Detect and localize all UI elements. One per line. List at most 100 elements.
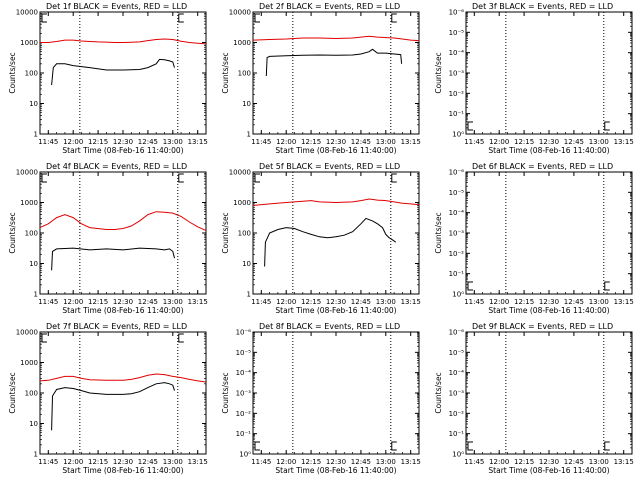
bracket-marker: [391, 13, 397, 23]
plot-frame: [465, 11, 633, 135]
x-tick-label: 12:15: [301, 458, 321, 466]
x-tick-label: 12:45: [564, 138, 584, 146]
plot-frame: [39, 331, 207, 455]
x-tick-label: 13:00: [589, 138, 609, 146]
x-tick-label: 11:45: [38, 298, 58, 306]
x-tick-label: 12:00: [63, 458, 83, 466]
bracket-marker: [467, 441, 473, 451]
chart-title: Det 4f BLACK = Events, RED = LLD: [46, 162, 187, 171]
bracket-marker: [41, 333, 47, 343]
y-tick-label: 100: [25, 230, 38, 238]
series-line-events: [265, 48, 403, 77]
x-axis-label: Start Time (08-Feb-16 11:40:00): [275, 466, 396, 475]
y-tick-label: 1: [247, 291, 251, 299]
x-tick-label: 12:15: [514, 298, 534, 306]
y-tick-label: 10⁻⁶: [449, 9, 465, 17]
x-tick-label: 12:30: [326, 458, 346, 466]
chart-panel-4: Det 4f BLACK = Events, RED = LLD 1 10 100 10…: [8, 162, 208, 315]
x-axis-label: Start Time (08-Feb-16 11:40:00): [488, 146, 609, 155]
y-tick-label: 10⁻⁴: [449, 369, 465, 377]
x-axis-label: Start Time (08-Feb-16 11:40:00): [62, 306, 183, 315]
bracket-marker: [604, 281, 610, 291]
y-tick-label: 10⁻⁴: [449, 209, 465, 217]
x-tick-label: 12:45: [351, 298, 371, 306]
y-tick-label: 10000: [16, 9, 38, 17]
y-tick-label: 1: [34, 291, 38, 299]
x-tick-label: 13:15: [188, 138, 208, 146]
x-tick-label: 12:45: [138, 298, 158, 306]
x-tick-label: 11:45: [464, 138, 484, 146]
y-axis-label: Counts/sec: [434, 52, 443, 93]
x-tick-label: 12:30: [539, 298, 559, 306]
y-tick-label: 1000: [20, 199, 38, 207]
series-line-lld: [39, 373, 207, 383]
x-tick-label: 13:15: [401, 138, 421, 146]
chart-title: Det 8f BLACK = Events, RED = LLD: [259, 322, 400, 331]
y-axis-label: Counts/sec: [221, 212, 230, 253]
bracket-marker: [41, 173, 47, 183]
bracket-marker: [467, 281, 473, 291]
y-tick-label: 10⁻⁶: [449, 329, 465, 337]
y-tick-label: 10⁻⁵: [449, 189, 465, 197]
x-tick-label: 12:00: [276, 298, 296, 306]
chart-title: Det 2f BLACK = Events, RED = LLD: [259, 2, 400, 11]
bracket-marker: [254, 441, 260, 451]
bracket-marker: [391, 441, 397, 451]
bracket-marker: [254, 13, 260, 23]
y-axis-label: Counts/sec: [8, 52, 17, 93]
y-tick-label: 10⁻²: [449, 250, 465, 258]
bracket-marker: [254, 173, 260, 183]
x-tick-label: 12:30: [326, 298, 346, 306]
bracket-marker: [391, 173, 397, 183]
y-tick-label: 10: [242, 260, 251, 268]
x-tick-label: 12:30: [539, 458, 559, 466]
plot-frame: [465, 331, 633, 455]
chart-title: Det 3f BLACK = Events, RED = LLD: [472, 2, 613, 11]
y-tick-label: 100: [238, 230, 251, 238]
x-axis-label: Start Time (08-Feb-16 11:40:00): [62, 146, 183, 155]
chart-title: Det 9f BLACK = Events, RED = LLD: [472, 322, 613, 331]
series-line-events: [51, 247, 175, 271]
y-tick-label: 10⁰: [452, 451, 464, 459]
y-axis-label: Counts/sec: [434, 372, 443, 413]
y-tick-label: 10000: [229, 169, 251, 177]
y-tick-label: 100: [25, 390, 38, 398]
x-tick-label: 11:45: [251, 138, 271, 146]
y-tick-label: 10⁻⁵: [236, 349, 252, 357]
chart-panel-9: Det 9f BLACK = Events, RED = LLD 10⁰ 10⁻¹ 1…: [434, 322, 634, 475]
y-tick-label: 10⁻¹: [449, 270, 465, 278]
x-tick-label: 11:45: [38, 458, 58, 466]
x-tick-label: 12:00: [276, 138, 296, 146]
y-tick-label: 1: [247, 131, 251, 139]
plot-frame: [252, 331, 420, 455]
bracket-marker: [604, 441, 610, 451]
series-line-events: [51, 382, 175, 431]
x-tick-label: 12:45: [351, 458, 371, 466]
x-tick-label: 12:00: [63, 138, 83, 146]
y-axis-label: Counts/sec: [434, 212, 443, 253]
chart-title: Det 1f BLACK = Events, RED = LLD: [46, 2, 187, 11]
x-tick-label: 12:15: [514, 138, 534, 146]
chart-panel-8: Det 8f BLACK = Events, RED = LLD 10⁰ 10⁻¹ 1…: [221, 322, 421, 475]
x-tick-label: 13:15: [401, 298, 421, 306]
x-tick-label: 13:00: [163, 298, 183, 306]
x-tick-label: 12:00: [489, 298, 509, 306]
x-tick-label: 12:00: [63, 298, 83, 306]
x-tick-label: 13:00: [376, 298, 396, 306]
y-tick-label: 10⁻⁵: [449, 349, 465, 357]
y-tick-label: 10⁻³: [236, 390, 252, 398]
y-tick-label: 10: [242, 100, 251, 108]
x-tick-label: 12:00: [276, 458, 296, 466]
chart-title: Det 5f BLACK = Events, RED = LLD: [259, 162, 400, 171]
x-tick-label: 12:15: [301, 298, 321, 306]
x-tick-label: 12:45: [564, 458, 584, 466]
y-tick-label: 10⁻⁶: [236, 329, 252, 337]
x-axis-label: Start Time (08-Feb-16 11:40:00): [62, 466, 183, 475]
y-tick-label: 10⁰: [452, 131, 464, 139]
plot-frame: [465, 171, 633, 295]
y-tick-label: 1000: [233, 199, 251, 207]
y-tick-label: 1: [34, 131, 38, 139]
series-line-lld: [39, 211, 207, 232]
x-tick-label: 13:00: [589, 298, 609, 306]
plot-frame: [252, 171, 420, 295]
